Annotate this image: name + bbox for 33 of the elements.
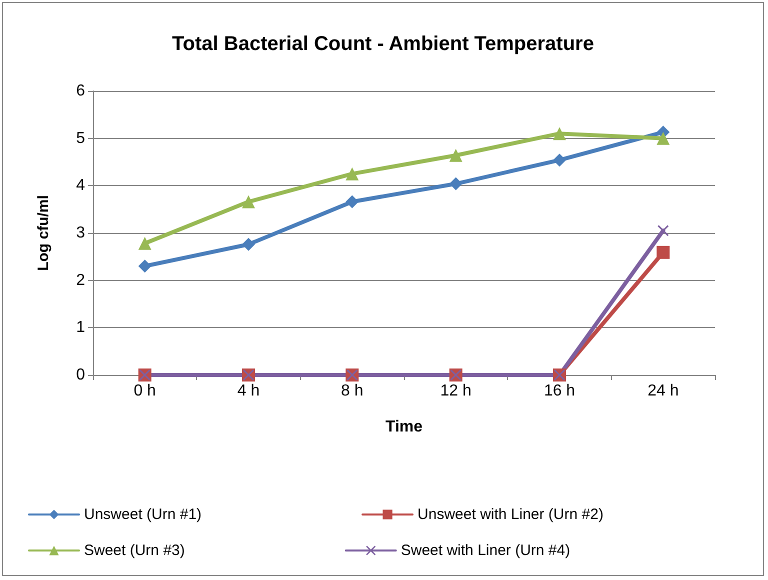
point [658, 225, 669, 236]
y-tick-label: 1 [76, 319, 86, 336]
point [242, 195, 255, 208]
x-tick-label: 16 h [544, 382, 576, 400]
point [656, 132, 670, 145]
x-tick-label: 4 h [237, 382, 260, 400]
x-axis-title: Time [385, 418, 423, 436]
point [346, 167, 359, 180]
point [138, 236, 152, 250]
legend-label: Unsweet (Urn #1) [84, 506, 202, 523]
legend-label: Unsweet with Liner (Urn #2) [418, 506, 604, 523]
point [449, 177, 462, 190]
point [656, 246, 670, 259]
y-tick-label: 4 [76, 177, 86, 194]
point [553, 154, 566, 167]
point [242, 238, 255, 251]
point [449, 148, 462, 162]
point [346, 195, 359, 208]
point [138, 260, 152, 273]
legend-label: Sweet (Urn #3) [84, 542, 185, 559]
x-tick-label: 8 h [341, 382, 364, 400]
x-tick-label: 12 h [440, 382, 472, 400]
y-axis-title: Log cfu/ml [35, 195, 52, 271]
legend-label: Sweet with Liner (Urn #4) [400, 542, 570, 559]
y-tick-label: 3 [76, 224, 86, 242]
chart-title: Total Bacterial Count - Ambient Temperature [172, 33, 594, 55]
y-tick-label: 5 [76, 130, 86, 147]
x-tick-label: 0 h [134, 382, 156, 400]
y-tick-label: 2 [76, 272, 86, 289]
point [553, 127, 566, 140]
x-tick-label: 24 h [648, 382, 679, 400]
y-tick-label: 0 [76, 366, 86, 384]
y-tick-label: 6 [76, 82, 86, 100]
